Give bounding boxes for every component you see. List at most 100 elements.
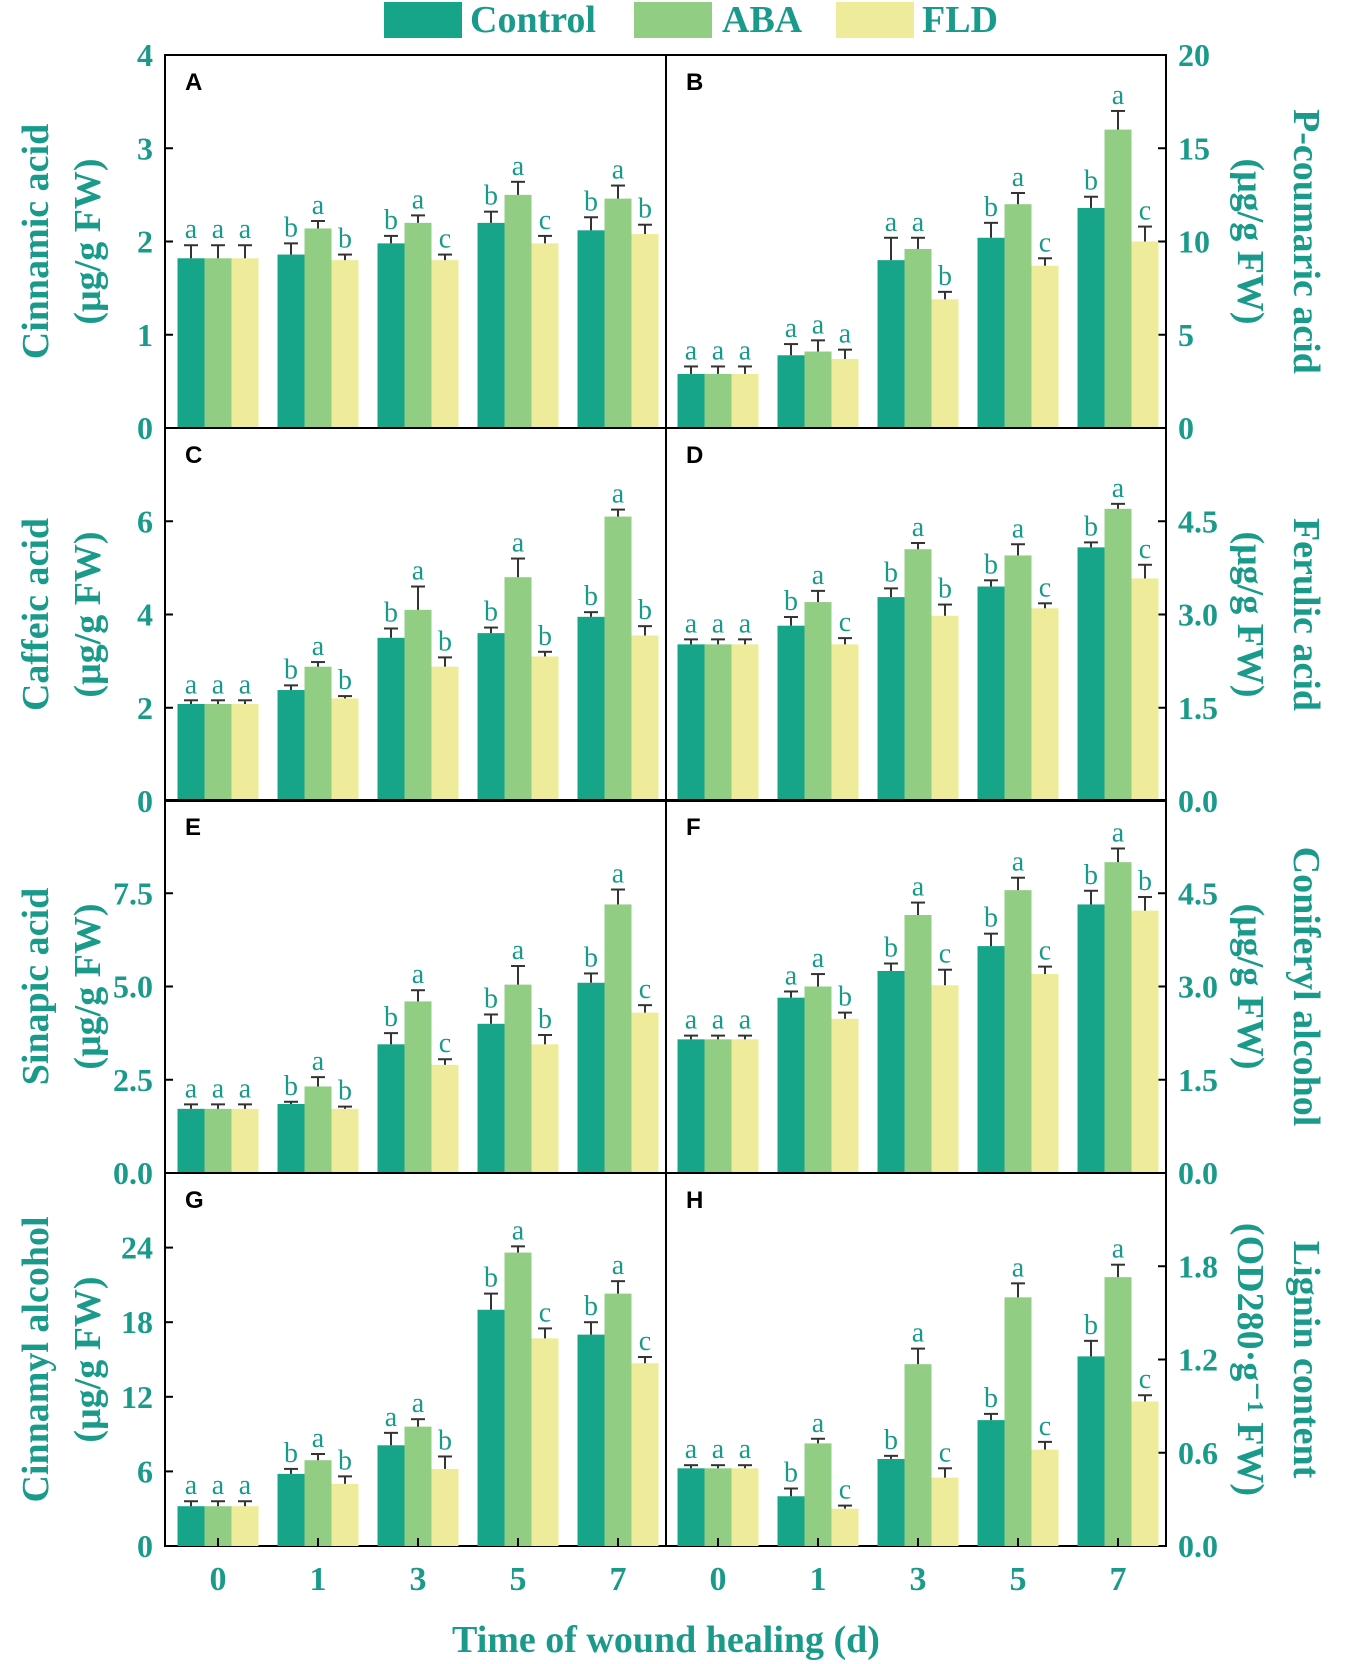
bar-a-control-3 <box>377 243 405 428</box>
bar-e-fld-5 <box>531 1044 559 1173</box>
bar-h-fld-1 <box>831 1508 859 1546</box>
panel-a-ylabel-line1: Cinnamic acid <box>15 124 57 359</box>
bar-g-control-0 <box>177 1506 205 1546</box>
panel-a-ylabel-line2: (μg/g FW) <box>67 158 109 324</box>
bar-b-fld-1 <box>831 358 859 428</box>
bar-a-aba-3 <box>404 222 432 428</box>
bar-d-control-5 <box>977 586 1005 801</box>
bar-f-control-1 <box>777 997 805 1173</box>
bar-e-control-1 <box>277 1103 305 1173</box>
sig-letter-e-control-5: b <box>484 983 498 1014</box>
sig-letter-c-control-0: a <box>185 669 198 700</box>
sig-letter-f-aba-7: a <box>1112 817 1125 848</box>
sig-letter-b-aba-0: a <box>712 335 725 366</box>
panel-d-ytick-label: 3.0 <box>1178 597 1218 633</box>
bar-e-aba-7 <box>604 904 632 1173</box>
panel-c-ylabel-line2: (μg/g FW) <box>67 531 109 697</box>
legend-label-fld: FLD <box>922 0 998 41</box>
sig-letter-g-aba-7: a <box>612 1250 625 1281</box>
panel-h-xtick-label: 5 <box>1010 1561 1027 1598</box>
bar-b-fld-3 <box>931 299 959 428</box>
bar-d-fld-3 <box>931 615 959 801</box>
bar-b-aba-1 <box>804 351 832 428</box>
sig-letter-e-fld-7: c <box>639 974 651 1005</box>
sig-letter-h-control-3: b <box>884 1425 898 1456</box>
panel-b-letter: B <box>686 69 703 96</box>
sig-letter-d-control-1: b <box>784 586 798 617</box>
bar-d-control-7 <box>1077 547 1105 801</box>
sig-letter-c-control-3: b <box>384 597 398 628</box>
sig-letter-e-aba-1: a <box>312 1046 325 1077</box>
bar-c-fld-3 <box>431 666 459 801</box>
sig-letter-c-aba-3: a <box>412 556 425 587</box>
panel-g-ytick-label: 6 <box>137 1453 153 1489</box>
sig-letter-b-aba-5: a <box>1012 162 1025 193</box>
sig-letter-e-fld-5: b <box>538 1004 552 1035</box>
bar-f-aba-0 <box>704 1039 732 1173</box>
bar-a-fld-3 <box>431 260 459 428</box>
bar-f-fld-0 <box>731 1039 759 1173</box>
sig-letter-f-aba-5: a <box>1012 847 1025 878</box>
bar-a-fld-1 <box>331 260 359 428</box>
sig-letter-b-control-1: a <box>785 313 798 344</box>
bar-a-fld-0 <box>231 258 259 428</box>
bar-a-control-5 <box>477 222 505 428</box>
sig-letter-a-control-5: b <box>484 181 498 212</box>
sig-letter-c-aba-0: a <box>212 669 225 700</box>
panel-d-ytick-label: 4.5 <box>1178 503 1218 539</box>
bar-d-fld-0 <box>731 644 759 801</box>
panel-h-xtick-label: 3 <box>910 1561 927 1598</box>
panel-d-letter: D <box>686 442 703 469</box>
bar-g-aba-5 <box>504 1252 532 1546</box>
bar-g-aba-3 <box>404 1426 432 1546</box>
sig-letter-d-fld-5: c <box>1039 572 1051 603</box>
panel-e-ytick-label: 7.5 <box>113 875 153 911</box>
sig-letter-a-fld-1: b <box>338 224 352 255</box>
bar-a-control-1 <box>277 254 305 428</box>
sig-letter-e-fld-3: c <box>439 1028 451 1059</box>
panel-d-ylabel-line1: Ferulic acid <box>1285 518 1327 711</box>
bar-c-fld-7 <box>631 635 659 801</box>
bar-f-aba-5 <box>1004 890 1032 1173</box>
panel-d-ytick-label: 1.5 <box>1178 690 1218 726</box>
sig-letter-h-fld-1: c <box>839 1475 851 1506</box>
panel-h-letter: H <box>686 1187 703 1214</box>
sig-letter-h-aba-3: a <box>912 1318 925 1349</box>
bar-a-aba-7 <box>604 198 632 428</box>
sig-letter-g-control-1: b <box>284 1438 298 1469</box>
sig-letter-g-fld-7: c <box>639 1326 651 1357</box>
sig-letter-b-control-5: b <box>984 192 998 223</box>
sig-letter-c-fld-5: b <box>538 621 552 652</box>
bar-e-control-3 <box>377 1044 405 1173</box>
panel-g-ylabel-line2: (μg/g FW) <box>67 1276 109 1442</box>
sig-letter-e-aba-7: a <box>612 859 625 890</box>
panel-g-ylabel-line1: Cinnamyl alcohol <box>15 1216 57 1502</box>
bar-a-aba-0 <box>204 258 232 428</box>
sig-letter-e-control-3: b <box>384 1002 398 1033</box>
sig-letter-a-aba-0: a <box>212 214 225 245</box>
sig-letter-h-fld-3: c <box>939 1437 951 1468</box>
sig-letter-a-fld-3: c <box>439 224 451 255</box>
sig-letter-c-control-5: b <box>484 597 498 628</box>
panel-h-ytick-label: 1.8 <box>1178 1248 1218 1284</box>
sig-letter-a-fld-0: a <box>239 214 252 245</box>
panel-a-letter: A <box>185 69 202 96</box>
sig-letter-d-control-5: b <box>984 549 998 580</box>
sig-letter-d-fld-1: c <box>839 607 851 638</box>
panel-f-ytick-label: 1.5 <box>1178 1062 1218 1098</box>
panel-b-ytick-label: 20 <box>1178 37 1210 73</box>
sig-letter-g-aba-5: a <box>512 1215 525 1246</box>
sig-letter-g-control-0: a <box>185 1470 198 1501</box>
sig-letter-c-fld-0: a <box>239 669 252 700</box>
panel-g-letter: G <box>185 1187 204 1214</box>
bar-h-aba-1 <box>804 1443 832 1546</box>
bar-e-control-0 <box>177 1108 205 1173</box>
bar-c-fld-1 <box>331 698 359 801</box>
sig-letter-c-fld-7: b <box>638 595 652 626</box>
bar-f-aba-3 <box>904 915 932 1173</box>
sig-letter-h-control-1: b <box>784 1457 798 1488</box>
legend-swatch-aba <box>634 2 712 38</box>
